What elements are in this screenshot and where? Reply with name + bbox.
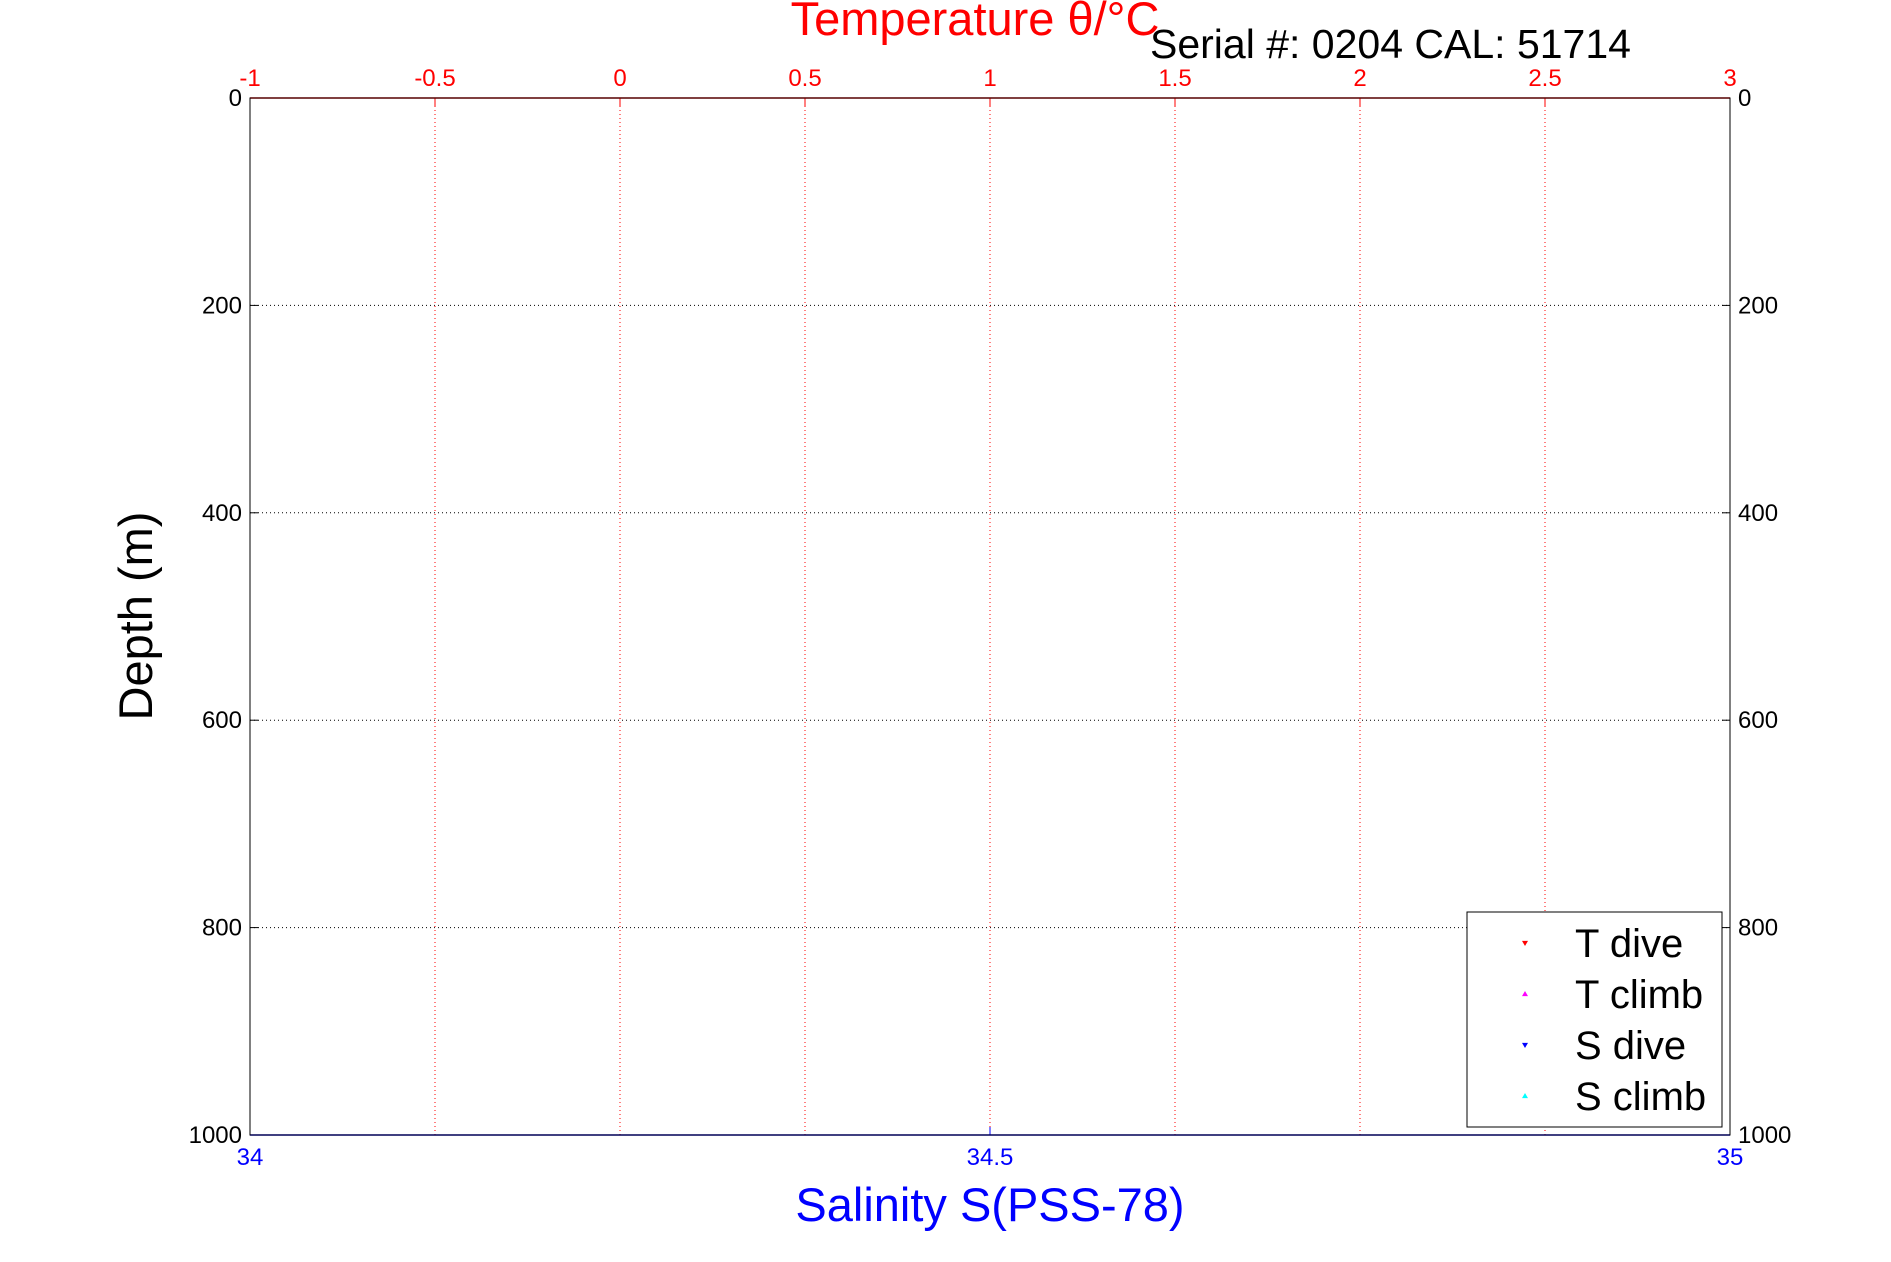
salinity-tick-label: 35 xyxy=(1717,1144,1744,1171)
depth-tick-label-right: 1000 xyxy=(1738,1122,1791,1149)
temp-tick-label: 2.5 xyxy=(1528,65,1561,92)
legend-label: T climb xyxy=(1575,973,1703,1017)
depth-tick-label-left: 400 xyxy=(202,500,242,527)
depth-tick-label-right: 0 xyxy=(1738,85,1751,112)
depth-tick-label-left: 600 xyxy=(202,707,242,734)
depth-tick-label-left: 1000 xyxy=(189,1122,242,1149)
serial-cal-label: Serial #: 0204 CAL: 51714 xyxy=(1150,21,1631,67)
salinity-tick-label: 34 xyxy=(237,1144,264,1171)
legend-box xyxy=(1466,911,1723,1128)
grid xyxy=(250,98,1730,1135)
depth-tick-label-left: 200 xyxy=(202,292,242,319)
legend-label: S climb xyxy=(1575,1075,1706,1119)
depth-tick-label-right: 800 xyxy=(1738,915,1778,942)
temp-tick-label: -0.5 xyxy=(414,65,455,92)
legend-label: T dive xyxy=(1575,922,1683,966)
top-axis-title: Temperature θ/°C xyxy=(791,0,1160,45)
depth-tick-label-left: 800 xyxy=(202,915,242,942)
bottom-axis-title: Salinity S(PSS-78) xyxy=(795,1178,1184,1231)
temp-tick-label: 0.5 xyxy=(788,65,821,92)
plot-frame xyxy=(249,97,1731,1136)
depth-tick-label-left: 0 xyxy=(229,85,242,112)
depth-tick-label-right: 200 xyxy=(1738,292,1778,319)
legend-label: S dive xyxy=(1575,1024,1686,1068)
temp-tick-label: 1 xyxy=(983,65,996,92)
legend-marker xyxy=(1522,940,1528,946)
y-axis-title: Depth (m) xyxy=(109,512,162,721)
temp-tick-label: 0 xyxy=(613,65,626,92)
legend-marker xyxy=(1522,1093,1528,1099)
legend: T dive T climb S dive S climb xyxy=(1466,911,1723,1128)
temp-tick-label: -1 xyxy=(239,65,260,92)
temp-tick-label: 2 xyxy=(1353,65,1366,92)
legend-marker xyxy=(1522,1042,1528,1048)
depth-tick-label-right: 400 xyxy=(1738,500,1778,527)
legend-marker xyxy=(1522,991,1528,997)
temp-tick-label: 3 xyxy=(1723,65,1736,92)
depth-tick-label-right: 600 xyxy=(1738,707,1778,734)
temp-tick-label: 1.5 xyxy=(1158,65,1191,92)
salinity-tick-label: 34.5 xyxy=(967,1144,1014,1171)
